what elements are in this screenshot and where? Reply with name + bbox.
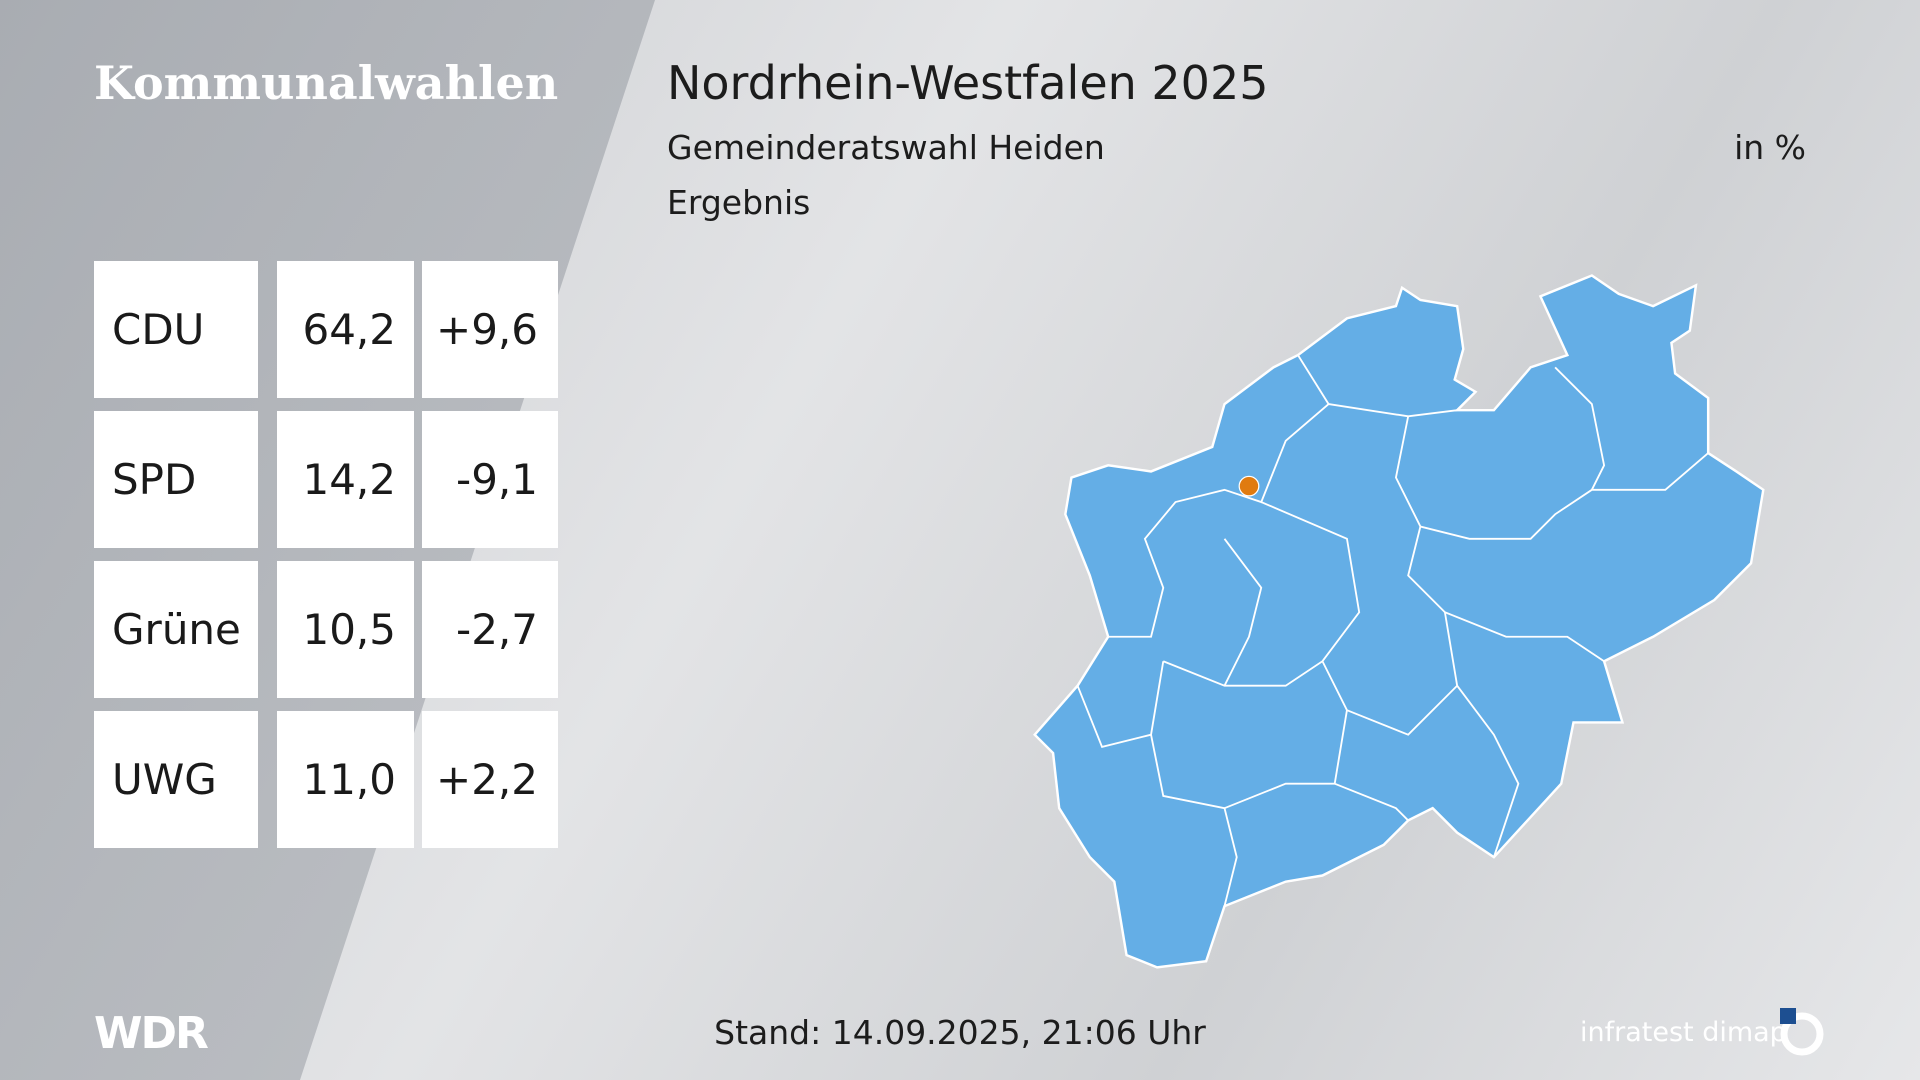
map (1033, 274, 1765, 969)
caption: Ergebnis (667, 183, 811, 222)
cell-change: +9,6 (422, 261, 558, 398)
cell-share: 11,0 (277, 711, 414, 848)
cell-party: UWG (94, 711, 258, 848)
cell-share: 10,5 (277, 561, 414, 698)
source-logo (1780, 1008, 1824, 1056)
title: Nordrhein-Westfalen 2025 (667, 56, 1269, 110)
cell-change: -9,1 (422, 411, 558, 548)
nrw-map (1033, 274, 1765, 969)
cell-change: +2,2 (422, 711, 558, 848)
cell-party: Grüne (94, 561, 258, 698)
source: infratest dimap (1580, 1017, 1787, 1048)
cell-party: CDU (94, 261, 258, 398)
section-title: Kommunalwahlen (94, 56, 559, 110)
cell-share: 14,2 (277, 411, 414, 548)
location-marker (1238, 475, 1260, 497)
broadcaster-logo: WDR (94, 1008, 209, 1059)
cell-party: SPD (94, 411, 258, 548)
district-borders (1076, 354, 1709, 907)
unit: in % (1734, 128, 1806, 167)
cell-share: 64,2 (277, 261, 414, 398)
timestamp: Stand: 14.09.2025, 21:06 Uhr (714, 1013, 1206, 1052)
subtitle: Gemeinderatswahl Heiden (667, 128, 1105, 167)
cell-change: -2,7 (422, 561, 558, 698)
